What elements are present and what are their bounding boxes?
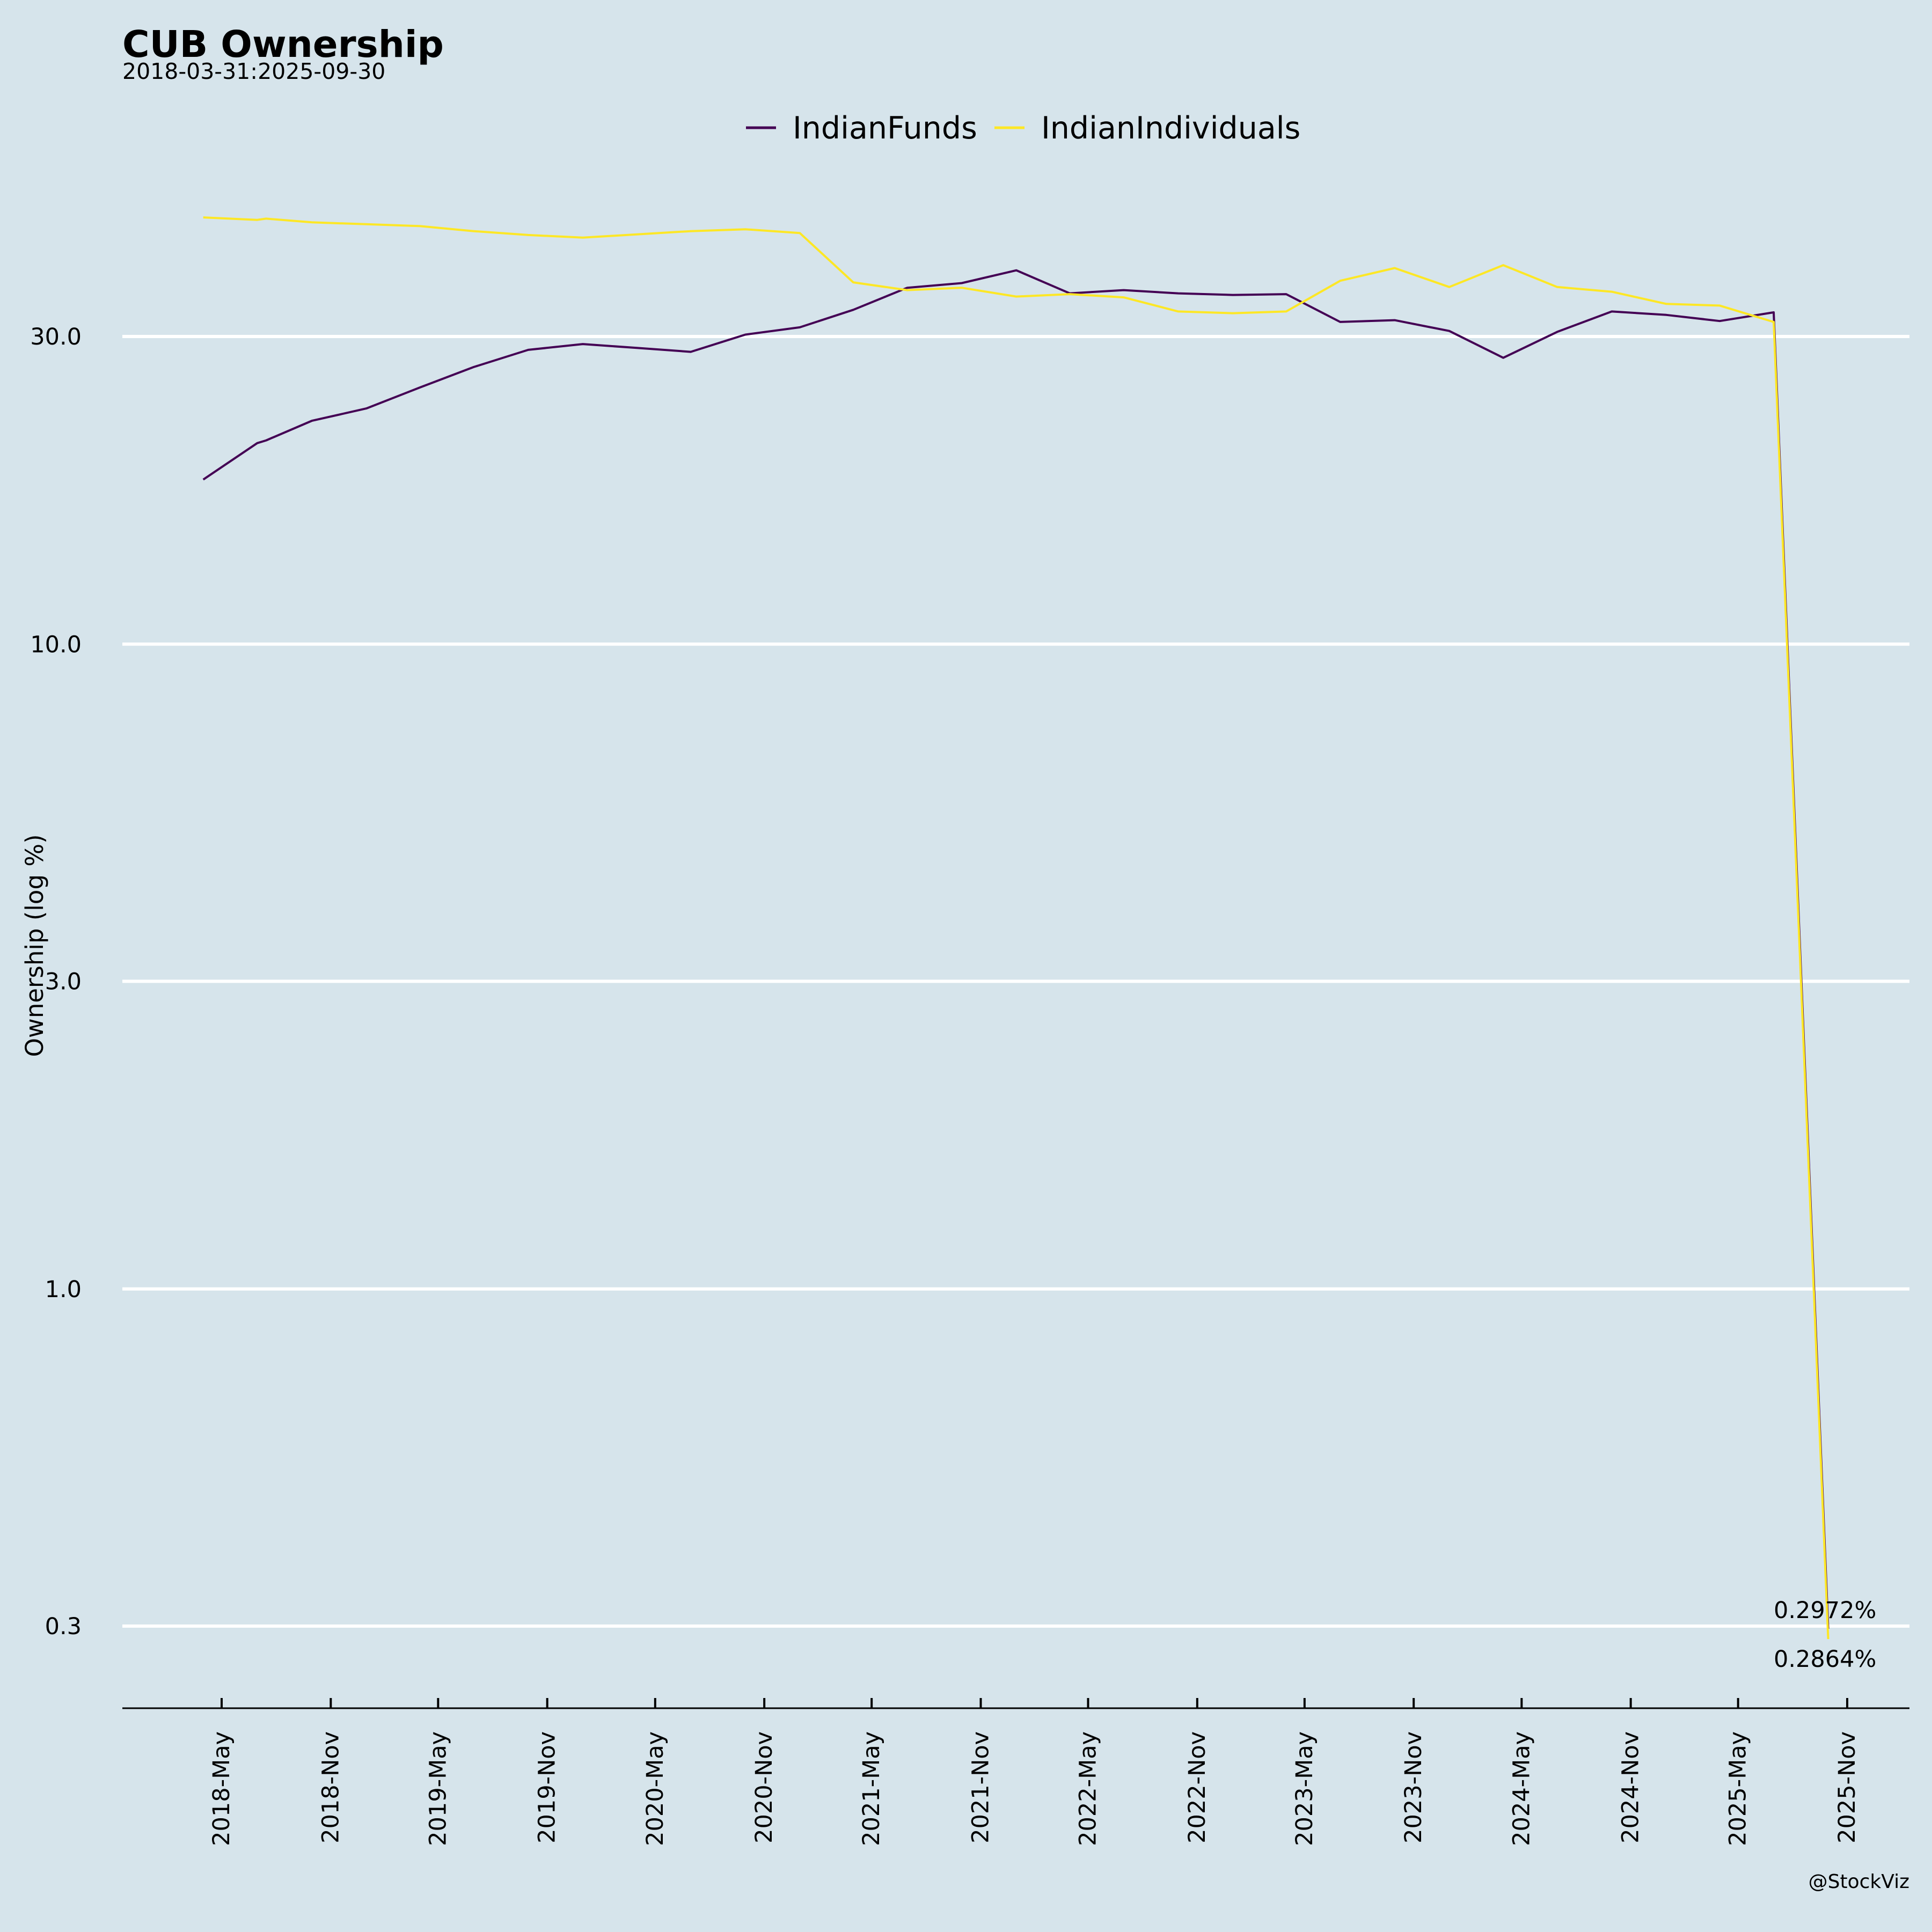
x-ticks: 2018-May 2018-Nov 2019-May 2019-Nov 2020-May…	[208, 1698, 1861, 1846]
end-label-indianindividuals: 0.2864%	[1774, 1646, 1876, 1673]
x-tick-label: 2023-Nov	[1400, 1731, 1427, 1843]
credit-text: @StockViz	[1809, 1871, 1909, 1893]
x-tick-label: 2020-May	[642, 1731, 669, 1846]
y-tick-label: 30.0	[30, 324, 82, 350]
y-tick-label: 3.0	[45, 969, 82, 996]
y-tick-labels: 0.3 1.0 3.0 10.0 30.0	[30, 324, 82, 1640]
end-label-indianfunds: 0.2972%	[1774, 1597, 1876, 1624]
legend-label-indianindividuals: IndianIndividuals	[1041, 111, 1300, 146]
x-tick-label: 2021-Nov	[967, 1731, 994, 1843]
series-line-indianindividuals	[203, 216, 1829, 1640]
x-tick-label: 2019-May	[425, 1731, 451, 1846]
series-lines	[202, 216, 1829, 1640]
x-tick-label: 2022-Nov	[1184, 1731, 1211, 1843]
x-tick-label: 2025-Nov	[1834, 1731, 1861, 1843]
x-tick-label: 2019-Nov	[534, 1731, 561, 1843]
series-line-indianfunds	[202, 269, 1829, 1629]
x-tick-label: 2018-May	[208, 1731, 235, 1846]
x-tick-label: 2021-May	[858, 1731, 885, 1846]
y-tick-label: 1.0	[45, 1276, 82, 1303]
chart-subtitle: 2018-03-31:2025-09-30	[122, 58, 385, 84]
x-tick-label: 2023-May	[1291, 1731, 1318, 1846]
legend: IndianFunds IndianIndividuals	[746, 111, 1300, 146]
y-gridlines	[122, 335, 1909, 1628]
x-tick-label: 2024-May	[1508, 1731, 1535, 1846]
legend-label-indianfunds: IndianFunds	[793, 111, 977, 146]
chart-title: CUB Ownership	[122, 23, 444, 66]
x-tick-label: 2022-May	[1075, 1731, 1102, 1846]
x-tick-label: 2025-May	[1725, 1731, 1752, 1846]
y-tick-label: 10.0	[30, 631, 82, 658]
y-tick-label: 0.3	[45, 1613, 82, 1640]
x-tick-label: 2020-Nov	[751, 1731, 778, 1843]
y-axis-label: Ownership (log %)	[20, 834, 49, 1057]
x-tick-label: 2024-Nov	[1618, 1731, 1644, 1843]
x-tick-label: 2018-Nov	[317, 1731, 344, 1843]
